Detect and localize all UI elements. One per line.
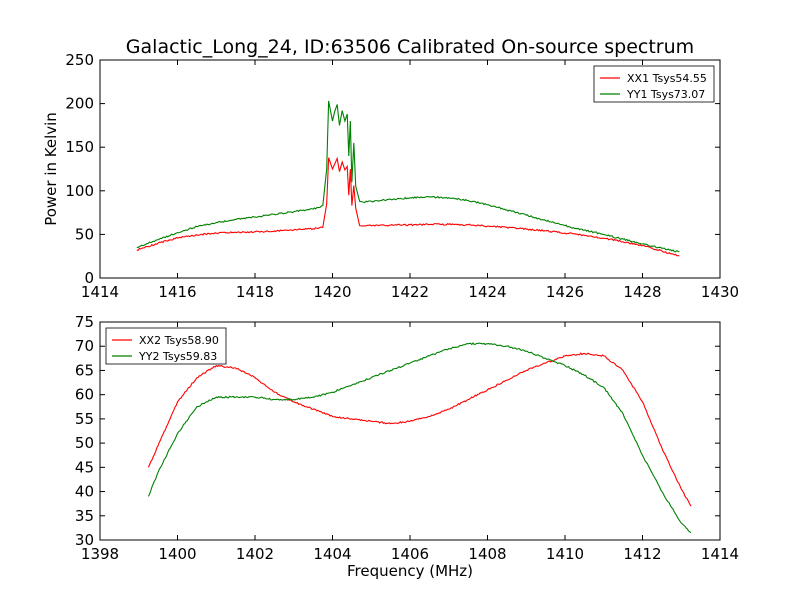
y-tick-label: 60: [75, 386, 94, 404]
x-axis-label: Frequency (MHz): [347, 562, 473, 580]
chart-title: Galactic_Long_24, ID:63506 Calibrated On…: [126, 36, 694, 58]
x-tick-label: 1408: [468, 545, 506, 563]
x-tick-label: 1426: [546, 283, 584, 301]
y-tick-label: 100: [65, 182, 94, 200]
x-tick-label: 1410: [546, 545, 584, 563]
legend-box: [593, 65, 715, 103]
y-axis-label-top: Power in Kelvin: [42, 112, 60, 226]
top-plot-panel: 1414 1416 1418 1420 1422 1424 1426 1428 1430 0 50 1…: [65, 51, 739, 301]
legend: XX1 Tsys54.55 YY1 Tsys73.07: [593, 65, 715, 103]
legend-entry: XX2 Tsys58.90: [139, 334, 219, 347]
y-tick-label: 45: [75, 458, 94, 476]
y-tick-label: 50: [75, 434, 94, 452]
series-line-xx1: [136, 156, 680, 257]
y-tick-label: 70: [75, 337, 94, 355]
x-tick-label: 1414: [81, 283, 119, 301]
x-tick-label: 1430: [701, 283, 739, 301]
x-tick-label: 1406: [391, 545, 429, 563]
x-tick-label: 1400: [158, 545, 196, 563]
x-tick-label: 1412: [623, 545, 661, 563]
legend-entry: YY1 Tsys73.07: [626, 88, 705, 101]
bottom-plot-panel: 1398 1400 1402 1404 1406 1408 1410 1412 1414 30 35…: [75, 313, 739, 563]
legend-entry: XX1 Tsys54.55: [627, 72, 707, 85]
y-tick-label: 55: [75, 410, 94, 428]
y-tick-label: 75: [75, 313, 94, 331]
legend-entry: YY2 Tsys59.83: [138, 350, 217, 363]
legend: XX2 Tsys58.90 YY2 Tsys59.83: [105, 327, 227, 365]
x-tick-label: 1428: [623, 283, 661, 301]
y-tick-label: 40: [75, 483, 94, 501]
x-tick-label: 1402: [236, 545, 274, 563]
y-tick-label: 250: [65, 51, 94, 69]
x-tick-label: 1414: [701, 545, 739, 563]
x-tick-label: 1398: [81, 545, 119, 563]
x-tick-label: 1416: [158, 283, 196, 301]
series-line-xx2: [147, 352, 692, 507]
x-tick-label: 1404: [313, 545, 351, 563]
y-tick-label: 200: [65, 95, 94, 113]
y-tick-label: 65: [75, 361, 94, 379]
y-tick-label: 30: [75, 531, 94, 549]
x-tick-label: 1420: [313, 283, 351, 301]
series-line-yy1: [136, 100, 680, 253]
x-tick-label: 1418: [236, 283, 274, 301]
y-tick-label: 150: [65, 138, 94, 156]
x-tick-label: 1424: [468, 283, 506, 301]
legend-box: [105, 327, 227, 365]
series-line-yy2: [147, 342, 692, 534]
y-tick-label: 35: [75, 507, 94, 525]
x-tick-label: 1422: [391, 283, 429, 301]
y-tick-label: 0: [84, 269, 94, 287]
y-tick-label: 50: [75, 225, 94, 243]
